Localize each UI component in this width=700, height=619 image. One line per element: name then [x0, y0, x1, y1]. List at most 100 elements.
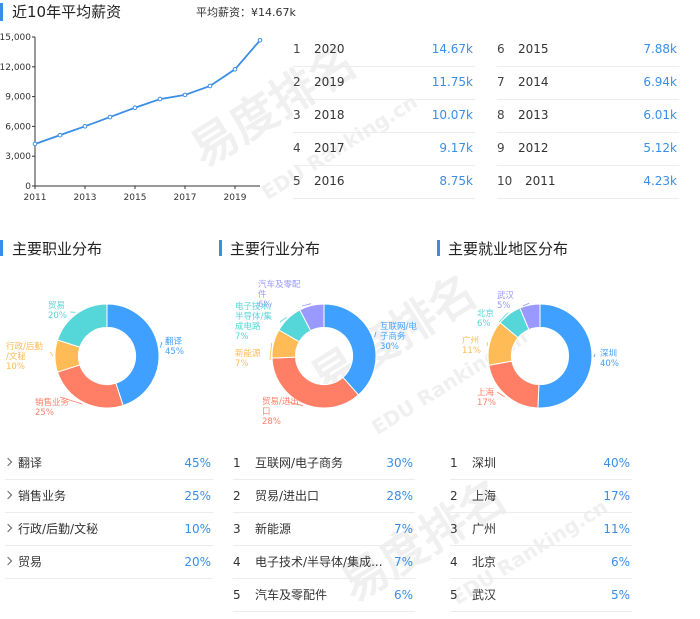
- list-rank: 3: [450, 522, 458, 536]
- list-item: 2 上海 17%: [450, 480, 632, 513]
- list-item[interactable]: 行政/后勤/文秘 10%: [3, 513, 213, 546]
- donut-percent-label: 17%: [477, 398, 496, 408]
- rank-salary: 6.94k: [643, 75, 677, 89]
- salary-rank-row: 2 2019 11.75k: [293, 66, 475, 100]
- list-percent: 6%: [393, 588, 413, 602]
- rank-number: 2: [293, 75, 301, 89]
- list-percent: 7%: [393, 522, 413, 536]
- donut-category-label: 汽车及零配: [258, 279, 301, 290]
- y-tick-label: 9,000: [5, 93, 31, 103]
- donut-percent-label: 30%: [380, 342, 399, 352]
- list-percent: 20%: [184, 555, 211, 569]
- donut-slice: [271, 356, 360, 409]
- chevron-right-icon: [3, 523, 13, 533]
- region-section-title: 主要就业地区分布: [448, 240, 569, 258]
- rank-number: 1: [293, 42, 301, 56]
- list-label: 武汉: [472, 588, 497, 602]
- donut-leader-line: [279, 316, 287, 323]
- donut-category-label: 贸易/进出: [262, 396, 299, 407]
- list-rank: 2: [233, 489, 241, 503]
- list-percent: 30%: [386, 456, 413, 470]
- donut-category-label: 翻译: [165, 337, 183, 347]
- rank-salary: 9.17k: [439, 141, 473, 155]
- donut-percent-label: 5%: [497, 301, 511, 311]
- list-label: 北京: [472, 555, 497, 569]
- rank-salary: 6.01k: [643, 108, 677, 122]
- donut-category-label: 半导体/集: [235, 311, 272, 322]
- donut-percent-label: 6%: [477, 319, 491, 329]
- donut-percent-label: 20%: [48, 311, 67, 321]
- list-rank: 4: [233, 555, 241, 569]
- x-tick-label: 2013: [74, 193, 97, 203]
- rank-year: 2017: [314, 141, 345, 155]
- donut-percent-label: 28%: [262, 417, 281, 427]
- list-percent: 45%: [184, 456, 211, 470]
- rank-number: 5: [293, 174, 301, 188]
- salary-rank-row: 6 2015 7.88k: [497, 33, 679, 67]
- donut-category-label: 广州: [462, 335, 479, 346]
- donut-slice: [106, 303, 160, 407]
- salary-data-point: [257, 37, 263, 43]
- rank-year: 2015: [518, 42, 549, 56]
- list-item: 5 汽车及零配件 6%: [233, 579, 415, 612]
- donut-category-label: 武汉: [497, 290, 515, 301]
- donut-percent-label: 7%: [235, 332, 249, 342]
- donut-slice: [519, 303, 541, 331]
- list-rank: 2: [450, 489, 458, 503]
- rank-salary: 14.67k: [431, 42, 473, 56]
- title-accent-bar: [0, 3, 3, 21]
- list-item[interactable]: 销售业务 25%: [3, 480, 213, 513]
- y-tick-label: 3,000: [5, 152, 31, 162]
- list-label: 电子技术/半导体/集成...: [255, 555, 383, 569]
- donut-category-label: 贸易: [48, 300, 65, 311]
- donut-leader-line: [374, 331, 377, 338]
- list-percent: 25%: [184, 489, 211, 503]
- list-percent: 6%: [610, 555, 630, 569]
- donut-category-label: 上海: [477, 387, 495, 398]
- y-tick-label: 15,000: [0, 33, 31, 43]
- chevron-right-icon: [3, 457, 13, 467]
- donut-category-label: 新能源: [235, 348, 261, 359]
- list-rank: 5: [233, 588, 241, 602]
- salary-rank-row: 3 2018 10.07k: [293, 99, 475, 133]
- donut-percent-label: 11%: [462, 346, 481, 356]
- list-label: 新能源: [255, 522, 292, 536]
- donut-category-label: 互联网/电: [380, 321, 417, 332]
- salary-rank-row: 5 2016 8.75k: [293, 165, 475, 199]
- rank-number: 7: [497, 75, 505, 89]
- list-item[interactable]: 贸易 20%: [3, 546, 213, 579]
- salary-data-point: [207, 83, 213, 89]
- rank-salary: 10.07k: [431, 108, 473, 122]
- list-percent: 11%: [603, 522, 630, 536]
- donut-category-label: 销售业务: [35, 397, 70, 408]
- donut-category-label: 成电路: [235, 321, 261, 332]
- page-title: 近10年平均薪资: [12, 3, 122, 21]
- list-item: 4 北京 6%: [450, 546, 632, 579]
- donut-category-label: 子商务: [380, 331, 406, 342]
- rank-year: 2011: [525, 174, 556, 188]
- list-item: 1 深圳 40%: [450, 447, 632, 480]
- salary-rank-row: 8 2013 6.01k: [497, 99, 679, 133]
- donut-slice: [323, 303, 377, 396]
- donut-leader-line: [593, 353, 596, 358]
- donut-category-label: 口: [262, 407, 271, 417]
- donut-leader-line: [287, 401, 303, 407]
- donut-percent-label: 7%: [235, 359, 249, 369]
- list-label: 互联网/电子商务: [255, 456, 344, 470]
- rank-year: 2019: [314, 75, 345, 89]
- rank-number: 10: [497, 174, 513, 188]
- donut-category-label: 电子技术/: [235, 301, 272, 312]
- salary-rank-row: 4 2017 9.17k: [293, 132, 475, 166]
- industry-accent-bar: [219, 240, 222, 256]
- donut-leader-line: [269, 343, 272, 361]
- salary-rank-row: 1 2020 14.67k: [293, 33, 475, 67]
- industry-donut-chart: 互联网/电子商务30%贸易/进出口28%新能源7%电子技术/半导体/集成电路7%…: [235, 279, 417, 427]
- list-item[interactable]: 翻译 45%: [3, 447, 213, 480]
- salary-data-point: [132, 105, 138, 111]
- salary-rank-row: 10 2011 4.23k: [497, 165, 679, 199]
- donut-category-label: 件: [258, 289, 267, 300]
- region-accent-bar: [437, 240, 440, 256]
- donut-percent-label: 10%: [6, 362, 25, 372]
- list-label: 贸易/进出口: [255, 489, 320, 503]
